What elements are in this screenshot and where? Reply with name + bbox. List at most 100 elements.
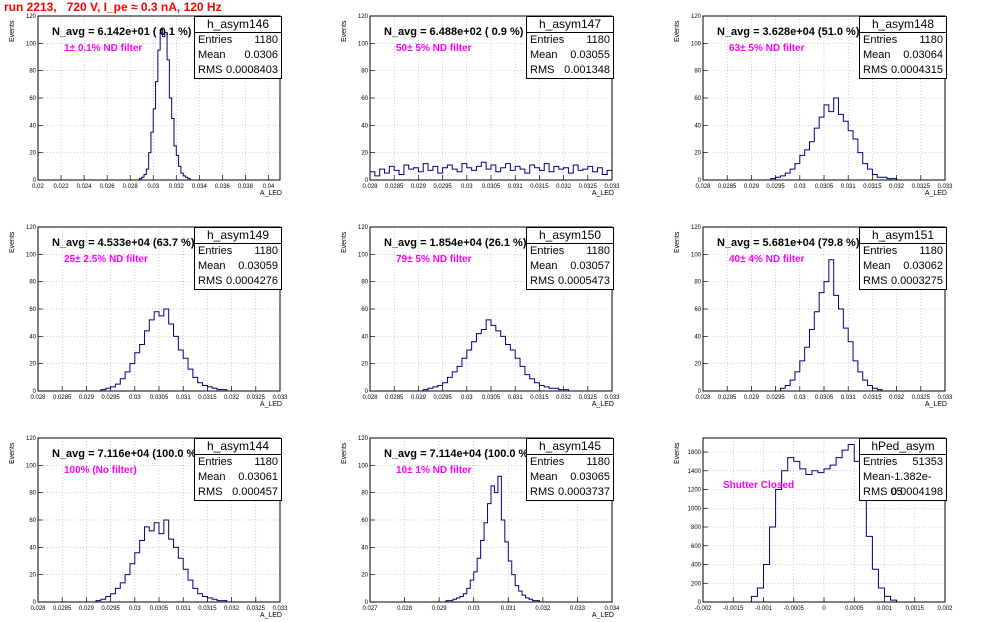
y-tick-label: 20 [29, 573, 36, 579]
stats-key: Mean [530, 49, 558, 61]
histogram-pad-h_asym144: 0.028 0.0285 0.029 0.0295 0.03 0.0305 0.031 0.0… [9, 436, 288, 619]
x-tick-label: 0.028 [695, 184, 711, 190]
histogram-bin [470, 580, 473, 602]
navg-label: N_avg = 5.681e+04 (79.8 %) [717, 237, 860, 249]
y-axis-label: Events [9, 20, 16, 42]
histogram-bin [785, 386, 790, 391]
histogram-bin [602, 175, 607, 180]
histogram-bin [111, 387, 116, 391]
y-tick-label: 60 [361, 518, 368, 524]
x-tick-label: 0.029 [411, 395, 427, 401]
stats-row-rms: RMS 0.0003275 [860, 274, 946, 289]
y-tick-label: 40 [694, 334, 701, 340]
histogram-bin [829, 260, 834, 391]
x-tick-label: 0.0305 [482, 184, 501, 190]
y-tick-label: 120 [26, 14, 37, 20]
y-tick-label: 1200 [688, 488, 702, 494]
y-tick-label: 120 [691, 14, 702, 20]
filter-label: 79± 5% ND filter [396, 254, 472, 265]
stats-row-rms: RMS 0.0005473 [527, 274, 613, 289]
histogram-bin [135, 353, 140, 391]
stats-key: Entries [198, 34, 233, 46]
histogram-bin [785, 173, 790, 180]
y-tick-label: 60 [29, 307, 36, 313]
histogram-bin [597, 168, 602, 180]
histogram-bin [515, 586, 518, 602]
filter-label: 63± 5% ND filter [729, 43, 805, 54]
histogram-bin [404, 165, 409, 180]
x-tick-label: 0.0285 [718, 395, 737, 401]
histogram-bin [178, 350, 183, 391]
histogram-bin [526, 598, 529, 602]
x-tick-label: 0.032 [169, 184, 185, 190]
histogram-bin [842, 450, 848, 602]
stats-key: RMS [198, 486, 223, 498]
y-tick-label: 40 [29, 545, 36, 551]
x-axis-label: A_LED [259, 190, 282, 197]
x-tick-label: 0.0305 [815, 184, 834, 190]
y-axis-label: Events [674, 442, 681, 464]
stats-row-mean: Mean 0.03059 [195, 259, 281, 274]
histogram-bin [181, 173, 183, 180]
y-tick-label: 1600 [688, 450, 702, 456]
y-tick-label: 40 [694, 123, 701, 129]
histogram-pad-h_asym149: 0.028 0.0285 0.029 0.0295 0.03 0.0305 0.031 0.0… [9, 225, 288, 408]
histogram-bin [456, 598, 459, 602]
histogram-bin [510, 350, 515, 391]
stats-value-rms: 0.000457 [232, 486, 278, 498]
histogram-bin [135, 553, 140, 602]
histogram-bin [174, 146, 176, 180]
histogram-bin [530, 379, 535, 391]
stats-row-entries: Entries 1180 [195, 244, 281, 259]
y-tick-label: 20 [361, 362, 368, 368]
histogram-bin [834, 98, 839, 180]
x-tick-label: 0.031 [501, 606, 517, 612]
stats-title: h_asym150 [527, 228, 613, 244]
histogram-bin [525, 173, 530, 180]
histogram-bin [805, 347, 810, 391]
y-tick-label: 0 [365, 178, 369, 184]
y-axis-label: Events [674, 231, 681, 253]
histogram-bin [839, 114, 844, 180]
histogram-bin [520, 366, 525, 391]
histogram-bin [156, 82, 158, 180]
y-tick-label: 0 [33, 178, 37, 184]
x-tick-label: 0.03 [461, 395, 473, 401]
histogram-bin [501, 520, 504, 602]
histogram-bin [559, 169, 564, 180]
histogram-bin [501, 168, 506, 180]
stats-row-mean: Mean 0.03064 [860, 48, 946, 63]
histogram-bin [463, 594, 466, 602]
histogram-bin [153, 109, 155, 180]
histogram-bin [149, 320, 154, 391]
y-tick-label: 120 [691, 225, 702, 231]
x-axis-label: A_LED [591, 190, 614, 197]
x-tick-label: 0.034 [192, 184, 208, 190]
histogram-bin [800, 155, 805, 180]
histogram-bin [818, 473, 824, 602]
stats-key: Mean [863, 49, 891, 61]
histogram-bin [794, 461, 800, 602]
histogram-bin [491, 486, 494, 602]
stats-row-entries: Entries 1180 [195, 33, 281, 48]
histogram-bin [770, 527, 776, 602]
y-axis-label: Events [9, 442, 16, 464]
histogram-bin [484, 523, 487, 602]
y-tick-label: 60 [29, 96, 36, 102]
stats-box: h_asym144 Entries 1180 Mean 0.03061 RMS 0.0004… [194, 438, 282, 501]
histogram-bin [149, 531, 154, 602]
x-tick-label: 0.03 [147, 184, 159, 190]
histogram-bin [809, 330, 814, 392]
x-tick-label: 0.032 [556, 395, 572, 401]
x-tick-label: 0.026 [100, 184, 116, 190]
y-tick-label: 40 [29, 334, 36, 340]
stats-row-mean: Mean 0.03055 [527, 48, 613, 63]
histogram-bin [554, 166, 559, 180]
histogram-bin [812, 471, 818, 602]
stats-value-mean: -1.382e-05 [890, 471, 932, 498]
histogram-outline [100, 308, 228, 391]
x-tick-label: 0.028 [30, 395, 46, 401]
x-tick-label: 0.029 [411, 184, 427, 190]
histogram-bin [860, 499, 866, 602]
histogram-bin [443, 383, 448, 391]
